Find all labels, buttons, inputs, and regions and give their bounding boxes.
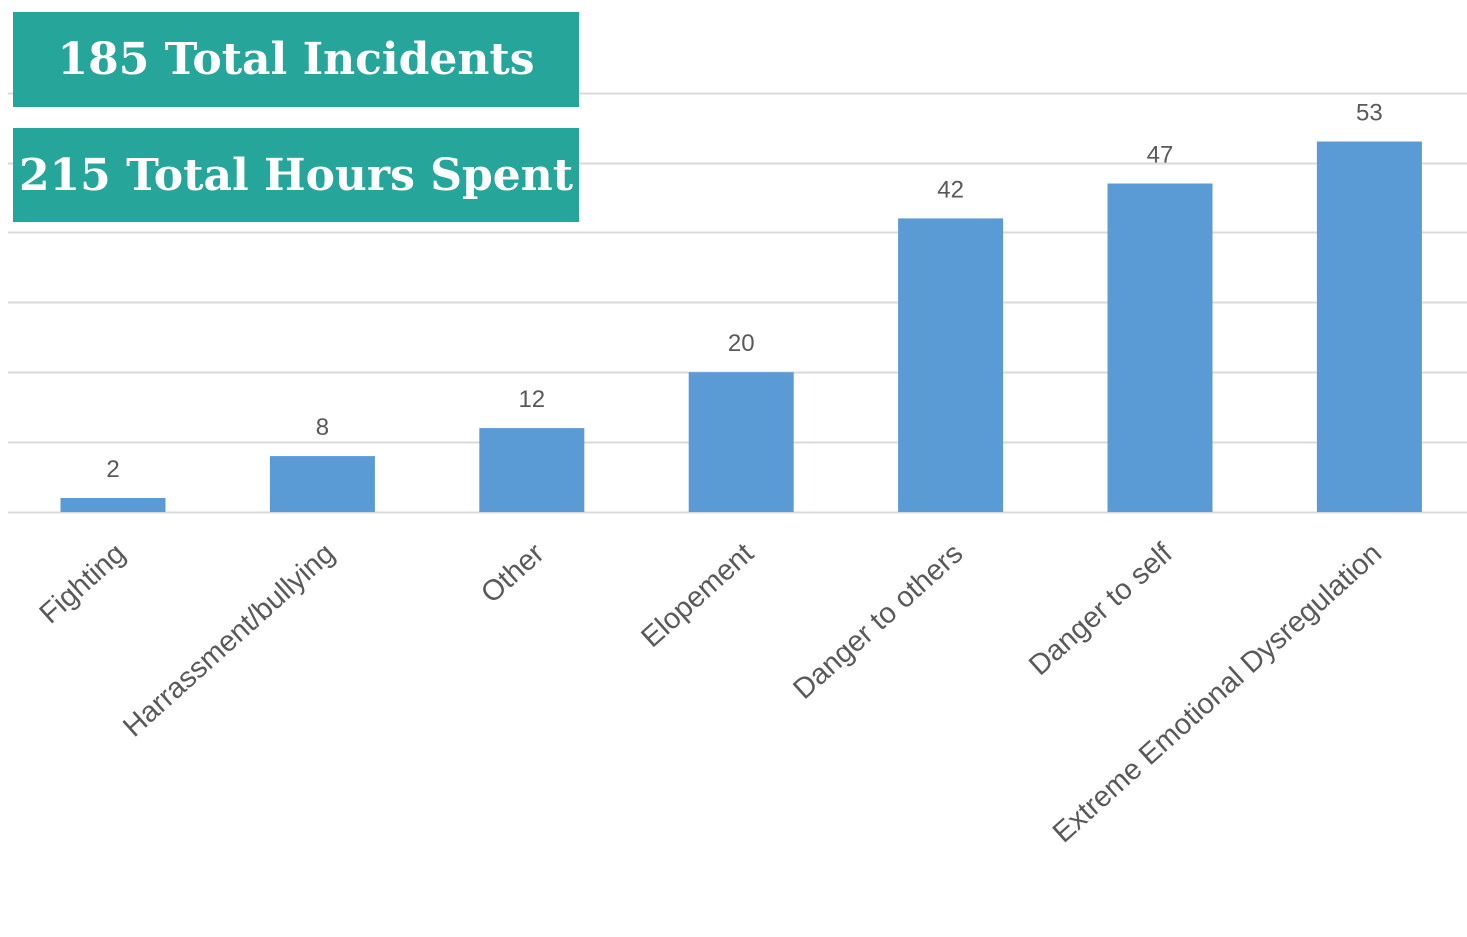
- bar: [1316, 141, 1422, 512]
- data-label: 8: [316, 414, 329, 441]
- category-label: Danger to others: [787, 537, 969, 705]
- data-label: 20: [728, 330, 755, 357]
- category-label: Harrassment/bullying: [117, 537, 341, 743]
- bar: [898, 218, 1004, 512]
- bar: [60, 498, 166, 512]
- category-label: Extreme Emotional Dysregulation: [1047, 537, 1388, 849]
- bar: [1107, 183, 1213, 512]
- bar: [479, 428, 585, 512]
- category-label: Danger to self: [1023, 537, 1179, 682]
- data-label: 2: [106, 456, 119, 483]
- total-incidents-callout: 185 Total Incidents: [13, 12, 579, 107]
- data-label: 12: [518, 386, 545, 413]
- bars: [60, 141, 1422, 512]
- category-label: Elopement: [635, 537, 759, 654]
- bar: [688, 372, 794, 512]
- total-hours-callout: 215 Total Hours Spent: [13, 128, 579, 222]
- data-label: 53: [1356, 100, 1383, 127]
- category-label: Other: [475, 537, 551, 610]
- data-labels: 2 8 12 20 42 47 53: [106, 100, 1382, 484]
- data-label: 42: [937, 176, 964, 203]
- data-label: 47: [1147, 142, 1174, 169]
- bar: [269, 456, 375, 512]
- category-label: Fighting: [34, 537, 132, 630]
